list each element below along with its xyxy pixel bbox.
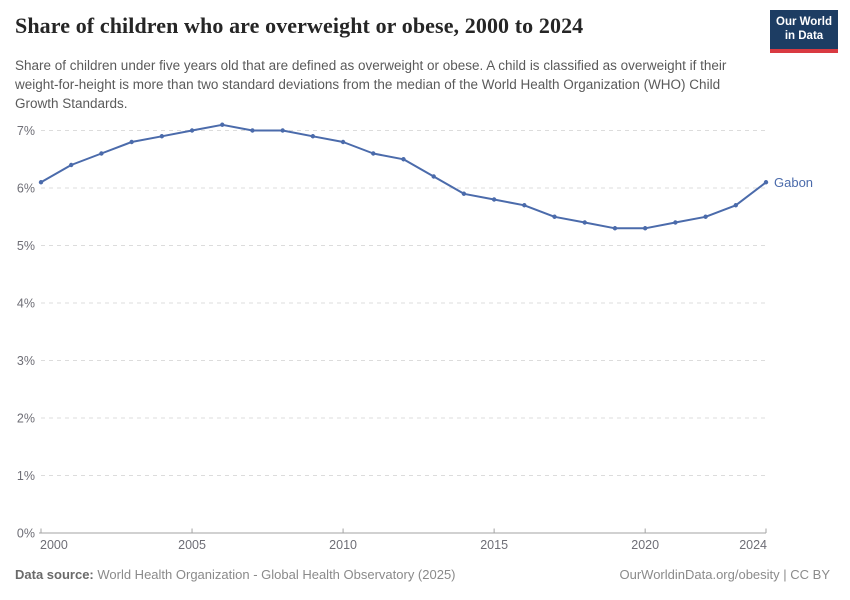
data-source-label: Data source: bbox=[15, 567, 94, 582]
data-point bbox=[371, 151, 376, 156]
data-point bbox=[69, 162, 74, 168]
data-point bbox=[280, 128, 285, 133]
owid-logo-line1: Our World bbox=[776, 16, 833, 28]
data-point bbox=[250, 128, 255, 133]
chart-title: Share of children who are overweight or … bbox=[15, 13, 584, 38]
y-tick-label: 6% bbox=[17, 182, 35, 196]
data-point bbox=[159, 134, 165, 139]
data-point bbox=[129, 139, 134, 145]
data-point bbox=[99, 151, 104, 156]
owid-logo[interactable]: Our World in Data bbox=[770, 10, 838, 53]
data-point bbox=[522, 203, 527, 208]
y-tick-label: 7% bbox=[17, 124, 35, 138]
data-point bbox=[673, 220, 678, 225]
y-tick-label: 0% bbox=[17, 527, 35, 541]
x-tick-label: 2024 bbox=[739, 538, 767, 552]
data-point bbox=[582, 220, 587, 225]
chart-svg: 0% 1% 2% 3% 4% 5% 6% 7% 2000 2005 2010 2015 2020 2024… bbox=[17, 122, 813, 552]
y-tick-label: 1% bbox=[17, 469, 35, 483]
owid-link[interactable]: OurWorldinData.org/obesity | CC BY bbox=[619, 567, 831, 582]
data-point bbox=[461, 191, 467, 196]
x-tick-label: 2020 bbox=[631, 538, 659, 552]
x-tick-label: 2010 bbox=[329, 538, 357, 552]
data-point bbox=[38, 180, 44, 185]
y-tick-label: 4% bbox=[17, 297, 35, 311]
data-point bbox=[733, 203, 738, 208]
x-tick-label: 2000 bbox=[40, 538, 68, 552]
data-point bbox=[310, 134, 316, 139]
y-tick-label: 5% bbox=[17, 239, 35, 253]
data-point bbox=[642, 226, 648, 231]
data-point bbox=[220, 122, 225, 127]
data-point bbox=[189, 128, 195, 133]
data-point bbox=[431, 174, 436, 179]
data-point bbox=[491, 197, 497, 202]
data-point bbox=[763, 180, 769, 185]
data-source: Data source: World Health Organization -… bbox=[15, 567, 456, 582]
trend-line bbox=[40, 123, 767, 230]
data-point bbox=[703, 214, 708, 219]
y-tick-label: 2% bbox=[17, 412, 35, 426]
data-point bbox=[552, 214, 557, 219]
data-source-text: World Health Organization - Global Healt… bbox=[93, 567, 456, 582]
data-point bbox=[612, 226, 618, 231]
x-tick-label: 2015 bbox=[480, 538, 508, 552]
series-end-label: Gabon bbox=[774, 175, 813, 190]
data-point bbox=[401, 157, 406, 162]
owid-logo-line2: in Data bbox=[784, 29, 824, 42]
data-point bbox=[340, 139, 346, 145]
x-tick-label: 2005 bbox=[178, 538, 206, 552]
y-tick-label: 3% bbox=[17, 354, 35, 368]
chart-subtitle: Share of children under five years old t… bbox=[15, 58, 727, 111]
